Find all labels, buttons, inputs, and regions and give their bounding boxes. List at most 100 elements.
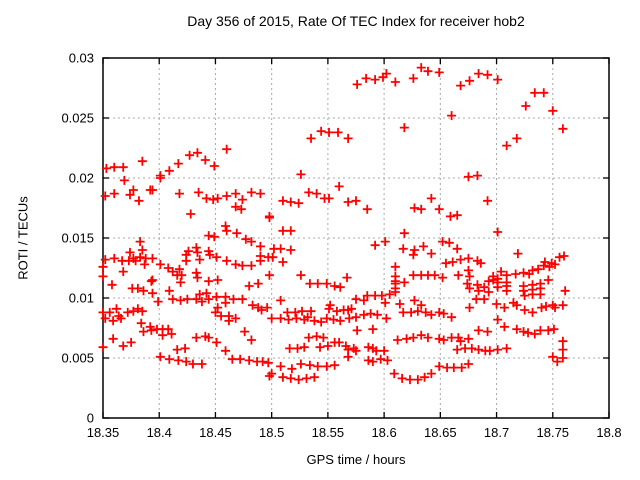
data-point-marker bbox=[441, 258, 451, 268]
data-point-marker bbox=[413, 306, 423, 316]
data-point-marker bbox=[434, 307, 444, 317]
data-point-marker bbox=[483, 327, 493, 337]
data-point-marker bbox=[181, 256, 191, 266]
data-point-marker bbox=[409, 295, 419, 305]
data-point-marker bbox=[426, 249, 436, 259]
data-point-marker bbox=[519, 327, 529, 337]
data-point-marker bbox=[330, 281, 340, 291]
data-point-marker bbox=[558, 336, 568, 346]
data-point-marker bbox=[309, 316, 319, 326]
data-point-marker bbox=[302, 373, 312, 383]
data-point-marker bbox=[380, 237, 390, 247]
data-point-marker bbox=[379, 346, 389, 356]
data-point-marker bbox=[471, 294, 481, 304]
data-point-marker bbox=[359, 295, 369, 305]
data-point-marker bbox=[399, 123, 409, 133]
data-point-marker bbox=[216, 311, 226, 321]
data-point-marker bbox=[352, 325, 362, 335]
data-point-marker bbox=[136, 318, 146, 328]
data-point-marker bbox=[213, 303, 223, 313]
data-point-marker bbox=[499, 322, 509, 332]
y-tick-label: 0.015 bbox=[61, 231, 94, 246]
data-point-marker bbox=[512, 324, 522, 334]
data-point-marker bbox=[294, 198, 304, 208]
data-point-marker bbox=[408, 270, 418, 280]
data-point-marker bbox=[559, 251, 569, 261]
data-point-marker bbox=[520, 291, 530, 301]
data-point-marker bbox=[297, 306, 307, 316]
data-point-marker bbox=[389, 369, 399, 379]
data-point-marker bbox=[434, 361, 444, 371]
data-point-marker bbox=[496, 267, 506, 277]
data-point-marker bbox=[502, 343, 512, 353]
data-point-marker bbox=[485, 346, 495, 356]
data-point-marker bbox=[262, 303, 272, 313]
data-point-marker bbox=[153, 297, 163, 307]
data-point-marker bbox=[362, 291, 372, 301]
data-point-marker bbox=[535, 325, 545, 335]
data-point-marker bbox=[208, 195, 218, 205]
data-point-marker bbox=[528, 289, 538, 299]
data-point-marker bbox=[155, 259, 165, 269]
data-point-marker bbox=[306, 306, 316, 316]
data-point-marker bbox=[493, 75, 503, 85]
data-point-marker bbox=[413, 375, 423, 385]
data-point-marker bbox=[241, 234, 251, 244]
data-point-marker bbox=[492, 299, 502, 309]
data-point-marker bbox=[286, 226, 296, 236]
data-point-marker bbox=[423, 333, 433, 343]
data-point-marker bbox=[100, 255, 110, 265]
x-tick-label: 18.6 bbox=[371, 425, 396, 440]
data-point-marker bbox=[158, 330, 168, 340]
data-point-marker bbox=[98, 271, 108, 281]
data-point-marker bbox=[467, 343, 477, 353]
data-point-marker bbox=[276, 244, 286, 254]
chart-title: Day 356 of 2015, Rate Of TEC Index for r… bbox=[187, 13, 525, 29]
data-point-marker bbox=[221, 298, 231, 308]
data-point-marker bbox=[137, 156, 147, 166]
data-point-marker bbox=[282, 307, 292, 317]
data-point-marker bbox=[447, 111, 457, 121]
data-point-marker bbox=[155, 173, 165, 183]
data-point-marker bbox=[484, 276, 494, 286]
data-point-marker bbox=[181, 357, 191, 367]
data-point-marker bbox=[558, 300, 568, 310]
data-point-marker bbox=[463, 359, 473, 369]
data-point-marker bbox=[246, 335, 256, 345]
data-point-marker bbox=[312, 331, 322, 341]
data-point-marker bbox=[324, 127, 334, 137]
data-point-marker bbox=[371, 346, 381, 356]
data-point-marker bbox=[306, 133, 316, 143]
data-point-marker bbox=[558, 124, 568, 134]
data-point-marker bbox=[474, 325, 484, 335]
data-point-marker bbox=[309, 372, 319, 382]
data-point-marker bbox=[474, 345, 484, 355]
data-point-marker bbox=[330, 360, 340, 370]
data-point-marker bbox=[133, 283, 143, 293]
data-point-marker bbox=[322, 279, 332, 289]
x-tick-label: 18.8 bbox=[596, 425, 621, 440]
data-point-marker bbox=[204, 333, 214, 343]
data-point-marker bbox=[134, 196, 144, 206]
data-point-marker bbox=[397, 373, 407, 383]
data-point-marker bbox=[180, 343, 190, 353]
data-point-marker bbox=[278, 226, 288, 236]
data-point-marker bbox=[227, 354, 237, 364]
data-point-marker bbox=[474, 69, 484, 79]
data-point-marker bbox=[452, 345, 462, 355]
data-point-marker bbox=[359, 310, 369, 320]
data-point-marker bbox=[462, 279, 472, 289]
data-point-marker bbox=[128, 185, 138, 195]
data-point-marker bbox=[452, 244, 462, 254]
data-point-marker bbox=[116, 313, 126, 323]
data-point-marker bbox=[334, 181, 344, 191]
data-point-marker bbox=[312, 189, 322, 199]
data-point-marker bbox=[550, 259, 560, 269]
data-point-marker bbox=[323, 341, 333, 351]
data-point-marker bbox=[201, 288, 211, 298]
data-point-marker bbox=[125, 190, 135, 200]
data-point-marker bbox=[146, 276, 156, 286]
data-point-marker bbox=[549, 324, 559, 334]
data-point-marker bbox=[257, 305, 267, 315]
data-point-marker bbox=[246, 261, 256, 271]
